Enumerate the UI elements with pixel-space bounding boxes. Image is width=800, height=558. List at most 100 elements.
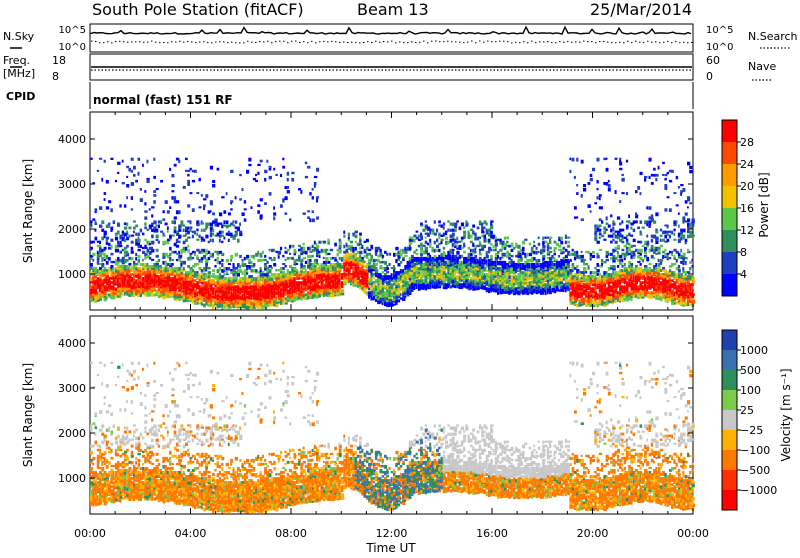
power-cell: [210, 279, 213, 281]
power-cell: [171, 259, 174, 261]
power-cell: [612, 227, 614, 229]
power-cell: [379, 283, 381, 285]
power-cell: [477, 227, 480, 230]
power-cell: [603, 261, 606, 264]
power-cell: [149, 289, 151, 292]
power-cell: [599, 206, 601, 209]
power-cell: [289, 275, 291, 279]
power-cell: [135, 257, 137, 261]
power-cell: [572, 275, 575, 279]
power-cell: [576, 273, 578, 276]
power-cell: [366, 263, 368, 267]
power-cell: [104, 160, 106, 163]
power-cell: [147, 243, 149, 246]
power-cell: [248, 164, 251, 166]
power-cell: [594, 202, 597, 204]
power-cell: [578, 299, 581, 301]
power-cell: [468, 279, 470, 281]
power-cell: [597, 295, 599, 299]
power-cell: [517, 259, 519, 263]
power-cell: [393, 253, 396, 257]
power-cell: [223, 220, 225, 224]
power-cell: [481, 273, 483, 276]
power-cell: [343, 271, 345, 273]
power-cell: [122, 182, 125, 184]
power-cell: [361, 247, 363, 249]
power-cell: [355, 235, 358, 239]
power-cell: [264, 170, 267, 173]
power-cell: [183, 186, 186, 189]
power-cell: [341, 275, 343, 279]
power-cell: [339, 273, 341, 276]
power-cell: [608, 225, 611, 228]
power-cell: [603, 231, 606, 234]
power-cell: [488, 259, 491, 262]
power-cell: [122, 231, 124, 233]
power-cell: [124, 261, 127, 263]
power-cell: [434, 285, 437, 289]
power-cell: [117, 162, 120, 165]
power-cell: [499, 287, 501, 290]
power-cell: [298, 259, 300, 262]
power-cell: [610, 214, 612, 217]
power-cell: [110, 245, 112, 249]
power-cell: [603, 279, 605, 282]
power-cell: [144, 210, 147, 213]
power-cell: [196, 192, 199, 194]
power-cell: [228, 301, 230, 304]
power-cell: [495, 261, 497, 265]
power-cell: [101, 249, 103, 253]
power-cell: [97, 291, 99, 294]
power-cell: [470, 249, 472, 252]
power-cell: [330, 283, 332, 286]
power-cell: [196, 271, 198, 273]
power-cell: [92, 259, 94, 262]
power-cell: [436, 263, 439, 266]
power-cell: [201, 229, 203, 232]
power-cell: [273, 293, 275, 297]
power-cell: [298, 188, 301, 190]
power-cell: [180, 285, 182, 289]
power-cell: [576, 251, 578, 255]
power-cell: [357, 269, 359, 272]
power-cell: [520, 265, 522, 269]
power-cell: [246, 170, 249, 174]
power-cell: [504, 273, 506, 276]
power-cell: [160, 180, 163, 183]
power-cell: [217, 168, 220, 171]
power-cell: [113, 220, 116, 224]
power-cell: [235, 285, 237, 287]
power-cell: [183, 225, 186, 227]
power-cell: [260, 277, 262, 280]
power-cell: [307, 210, 310, 212]
power-cell: [174, 216, 177, 219]
power-cell: [113, 285, 115, 289]
power-cell: [413, 263, 415, 266]
power-cell: [108, 200, 111, 203]
power-cell: [226, 279, 228, 281]
power-cell: [601, 259, 603, 263]
power-cell: [138, 245, 140, 248]
power-cell: [560, 271, 562, 274]
power-cell: [597, 263, 600, 267]
power-cell: [273, 304, 276, 307]
power-cell: [133, 261, 135, 264]
power-cell: [597, 253, 599, 256]
power-cell: [228, 293, 230, 296]
power-cell: [126, 251, 128, 254]
power-cell: [212, 295, 215, 298]
power-cell: [171, 190, 174, 192]
power-cell: [443, 259, 445, 263]
power-cell: [343, 251, 346, 254]
power-cell: [115, 259, 117, 263]
power-cell: [169, 168, 171, 171]
power-cell: [156, 235, 159, 239]
power-cell: [416, 249, 418, 252]
power-cell: [97, 170, 99, 172]
power-cell: [190, 220, 192, 224]
power-cell: [275, 174, 278, 176]
power-cell: [486, 223, 488, 226]
power-cell: [386, 271, 389, 273]
power-cell: [185, 170, 187, 172]
power-cell: [373, 277, 375, 279]
